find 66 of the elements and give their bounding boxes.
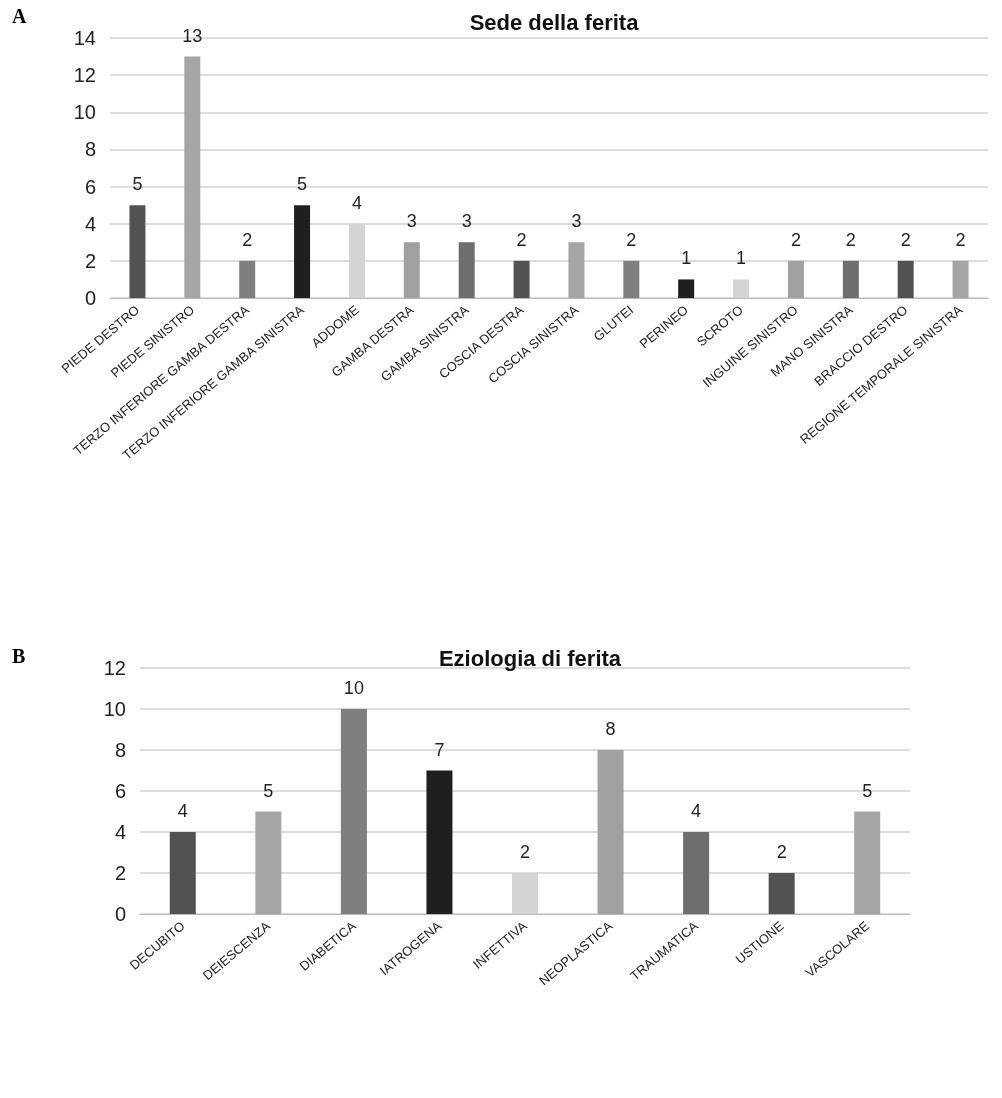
bar (255, 811, 282, 914)
bar (842, 260, 859, 298)
bar (458, 242, 475, 298)
y-tick-label: 8 (114, 739, 126, 761)
bar (597, 750, 624, 914)
bar (768, 873, 795, 914)
bar (403, 242, 420, 298)
y-tick-label: 4 (84, 212, 96, 235)
y-tick-label: 2 (114, 862, 126, 884)
data-label: 1 (736, 248, 747, 269)
data-label: 4 (691, 801, 702, 821)
y-tick-label: 6 (84, 175, 96, 198)
bar (623, 260, 640, 298)
data-label: 10 (343, 678, 364, 698)
data-label: 7 (434, 739, 445, 760)
bar (952, 260, 969, 298)
data-label: 2 (776, 842, 787, 862)
bar (184, 56, 201, 298)
y-tick-label: 12 (103, 657, 126, 679)
data-label: 3 (571, 211, 582, 232)
data-label: 8 (605, 719, 616, 739)
data-label: 5 (132, 174, 143, 195)
chart-title: Eziologia di ferita (438, 645, 622, 671)
y-tick-label: 0 (84, 287, 96, 309)
bar (897, 260, 914, 298)
data-label: 3 (406, 211, 417, 232)
bar (129, 205, 146, 298)
data-label: 2 (242, 229, 253, 250)
bar (678, 279, 695, 298)
data-label: 2 (845, 229, 856, 250)
data-label: 2 (955, 229, 966, 250)
data-label: 4 (177, 801, 188, 821)
y-tick-label: 8 (84, 138, 96, 161)
data-label: 4 (351, 192, 362, 213)
data-label: 2 (900, 229, 911, 250)
data-label: 2 (790, 229, 801, 250)
bar (513, 260, 530, 298)
bar (239, 260, 256, 298)
y-tick-label: 2 (84, 249, 96, 272)
bar (294, 205, 311, 298)
y-tick-label: 4 (114, 821, 126, 843)
bar (169, 832, 196, 914)
text: A (12, 5, 27, 27)
data-label: 2 (519, 842, 531, 862)
text: B (12, 645, 26, 667)
y-tick-label: 0 (114, 903, 126, 925)
data-label: 2 (626, 229, 637, 250)
bar (340, 709, 367, 914)
bar (426, 770, 453, 914)
data-label: 13 (182, 25, 203, 46)
data-label: 5 (263, 780, 274, 801)
bar (787, 260, 804, 298)
bar (568, 242, 585, 298)
y-tick-label: 10 (73, 101, 96, 124)
bar (854, 811, 881, 914)
y-tick-label: 12 (73, 64, 96, 87)
bar (683, 832, 710, 914)
data-label: 5 (862, 780, 873, 801)
data-label: 1 (681, 248, 692, 269)
y-tick-label: 6 (114, 780, 126, 802)
y-tick-label: 14 (73, 27, 96, 49)
y-tick-label: 10 (103, 698, 126, 720)
data-label: 2 (516, 229, 527, 250)
data-label: 3 (461, 211, 472, 232)
data-label: 5 (297, 174, 308, 195)
chart-title: Sede della ferita (469, 9, 640, 35)
